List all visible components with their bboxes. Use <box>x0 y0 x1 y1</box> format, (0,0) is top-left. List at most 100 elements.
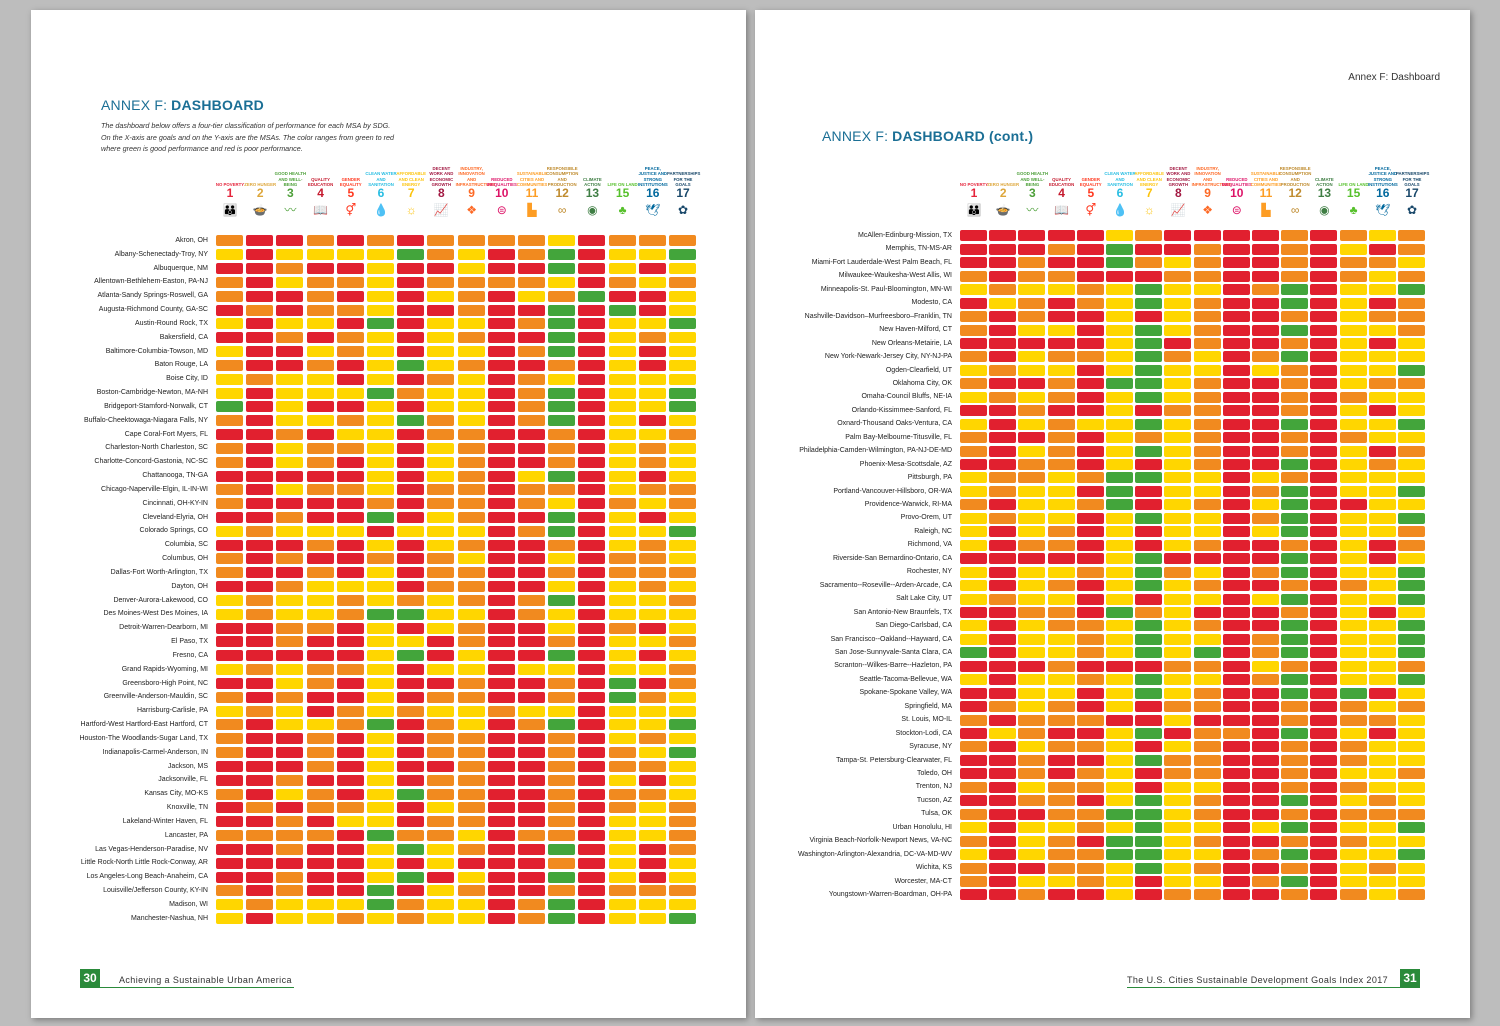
score-cell <box>216 332 243 344</box>
score-cell <box>1398 580 1425 592</box>
score-cell <box>216 691 243 703</box>
msa-label: Syracuse, NY <box>909 743 952 751</box>
msa-label: Los Angeles-Long Beach-Anaheim, CA <box>86 873 208 881</box>
score-cell <box>1281 754 1309 766</box>
score-cell <box>1252 754 1279 766</box>
score-cell <box>1368 337 1396 349</box>
score-cell <box>669 470 696 482</box>
score-cell <box>397 401 425 413</box>
score-cell <box>397 511 425 523</box>
score-cell <box>1106 445 1133 457</box>
score-cell <box>1339 593 1367 605</box>
score-cell <box>1135 243 1163 255</box>
score-cell <box>487 539 515 551</box>
score-cell <box>487 429 515 440</box>
score-cell <box>1018 808 1046 820</box>
score-cell <box>1398 512 1425 524</box>
score-cell <box>457 830 485 842</box>
score-cell <box>1222 701 1250 713</box>
goal-column-header: Decent Work and Economic Growth 8 📈 <box>427 162 455 220</box>
score-cell <box>518 733 545 745</box>
score-cell <box>1193 580 1221 592</box>
score-cell <box>1018 337 1046 349</box>
score-cell <box>216 318 243 330</box>
score-cell <box>216 747 243 759</box>
score-cell <box>1398 230 1425 242</box>
score-cell <box>336 346 364 358</box>
score-cell <box>1281 512 1309 524</box>
score-cell <box>548 456 576 468</box>
score-cell <box>518 276 545 288</box>
score-cell <box>1193 418 1221 430</box>
score-cell <box>336 235 364 247</box>
msa-label: Orlando-Kissimmee-Sanford, FL <box>851 406 952 414</box>
score-cell <box>367 415 394 427</box>
score-cell <box>1135 391 1163 403</box>
score-cell <box>1339 257 1367 269</box>
score-cell <box>1222 499 1250 511</box>
score-cell <box>608 885 636 897</box>
score-cell <box>1076 485 1104 497</box>
score-cell <box>638 470 666 482</box>
score-cell <box>608 899 636 911</box>
score-cell <box>578 332 606 344</box>
goal-name: Reduced Inequalities <box>486 176 517 187</box>
score-cell <box>427 553 455 565</box>
score-cell <box>306 539 334 551</box>
score-cell <box>518 885 545 897</box>
score-cell <box>306 567 334 579</box>
score-cell <box>1281 566 1309 578</box>
score-cell <box>1047 364 1075 376</box>
score-cell <box>1252 741 1279 753</box>
score-cell <box>427 747 455 759</box>
score-cell <box>487 373 515 385</box>
msa-label: Boston-Cambridge-Newton, MA-NH <box>96 389 208 397</box>
equals-icon: ⊜ <box>496 203 507 217</box>
score-cell <box>246 636 274 648</box>
goal-column-header: Life On Land 15 ♣ <box>1339 162 1369 220</box>
score-cell <box>1281 768 1309 780</box>
goal-header: No Poverty 1 👪 Zero Hunger 2 🍲 Good Health and… <box>216 162 701 220</box>
score-cell <box>989 566 1017 578</box>
score-cell <box>216 553 243 565</box>
score-cell <box>960 606 987 618</box>
score-cell <box>1018 835 1046 847</box>
score-cell <box>1368 257 1396 269</box>
goal-number: 9 <box>468 186 475 200</box>
score-cell <box>336 608 364 620</box>
score-cell <box>1252 512 1279 524</box>
score-cell <box>487 470 515 482</box>
score-cell <box>578 318 606 330</box>
msa-label: Sacramento--Roseville--Arden-Arcade, CA <box>819 581 952 589</box>
score-cell <box>306 719 334 731</box>
score-cell <box>548 636 576 648</box>
msa-label: Tucson, AZ <box>916 796 952 804</box>
score-cell <box>1398 270 1425 282</box>
score-cell <box>989 835 1017 847</box>
score-cell <box>1281 795 1309 807</box>
score-cell <box>306 429 334 440</box>
msa-label: Omaha-Council Bluffs, NE-IA <box>861 393 952 401</box>
score-cell <box>1310 754 1338 766</box>
score-cell <box>1047 875 1075 887</box>
score-cell <box>246 885 274 897</box>
score-cell <box>1281 391 1309 403</box>
score-cell <box>608 290 636 302</box>
score-cell <box>397 733 425 745</box>
score-cell <box>246 415 274 427</box>
score-cell <box>457 871 485 883</box>
score-cell <box>960 270 987 282</box>
score-cell <box>246 664 274 676</box>
score-cell <box>276 677 304 689</box>
score-cell <box>518 581 545 593</box>
score-cell <box>1047 822 1075 834</box>
goal-number: 17 <box>676 186 690 200</box>
score-cell <box>1193 432 1221 444</box>
score-cell <box>306 290 334 302</box>
score-cell <box>1106 647 1133 659</box>
score-cell <box>246 913 274 925</box>
score-cell <box>1018 687 1046 699</box>
score-cell <box>989 781 1017 793</box>
msa-label: Raleigh, NC <box>914 527 952 535</box>
score-cell <box>1076 566 1104 578</box>
